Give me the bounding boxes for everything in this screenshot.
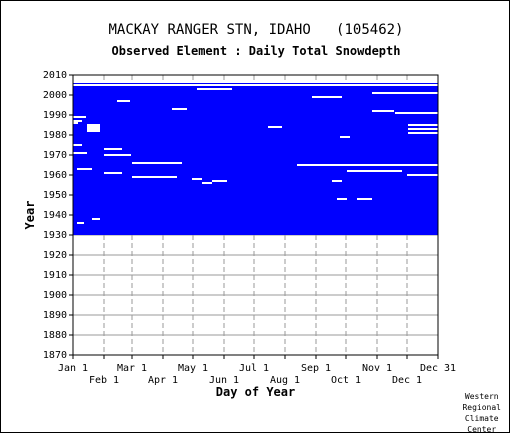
credit-line: Center [467, 425, 497, 433]
credit-line: Regional [462, 403, 501, 412]
missing-span [340, 136, 350, 138]
missing-span [202, 182, 212, 184]
y-tick-label: 1950 [43, 190, 67, 201]
missing-span [73, 144, 82, 146]
missing-span [73, 152, 87, 154]
x-tick-label: Mar 1 [117, 363, 147, 374]
x-tick-label: Jan 1 [58, 363, 88, 374]
missing-span [132, 162, 182, 164]
missing-span [357, 198, 372, 200]
data-block [73, 83, 438, 235]
missing-span [332, 180, 342, 182]
missing-span [73, 116, 86, 118]
x-tick-label: Feb 1 [89, 375, 119, 386]
y-tick-label: 1890 [43, 310, 67, 321]
y-tick-label: 1990 [43, 110, 67, 121]
missing-span [77, 222, 84, 224]
missing-span [172, 108, 187, 110]
missing-span [104, 154, 131, 156]
x-tick-label: Aug 1 [270, 375, 300, 386]
x-axis-title: Day of Year [216, 385, 295, 399]
missing-span [77, 168, 92, 170]
x-tick-label: Nov 1 [362, 363, 392, 374]
missing-span [408, 124, 438, 126]
missing-span [408, 132, 438, 134]
y-tick-label: 1930 [43, 230, 67, 241]
y-tick-label: 1960 [43, 170, 67, 181]
missing-span [132, 176, 177, 178]
missing-span [297, 164, 438, 166]
y-tick-label: 1880 [43, 330, 67, 341]
credit-block: Western Regional Climate Center [462, 391, 501, 433]
x-tick-label: Oct 1 [331, 375, 361, 386]
missing-span [395, 112, 438, 114]
missing-span [372, 92, 438, 94]
x-tick-label: Dec 31 [420, 363, 456, 374]
credit-line: Climate [464, 414, 499, 423]
missing-span [408, 128, 438, 130]
x-tick-label: Jul 1 [239, 363, 269, 374]
y-axis-title: Year [23, 201, 37, 230]
missing-span [73, 120, 82, 122]
missing-span [268, 126, 282, 128]
x-tick-label: Apr 1 [148, 375, 178, 386]
missing-span [92, 218, 100, 220]
missing-span [104, 172, 122, 174]
missing-span [87, 130, 100, 132]
missing-span [197, 88, 232, 90]
missing-span [87, 126, 100, 128]
missing-span [312, 96, 342, 98]
missing-span [117, 100, 130, 102]
missing-span [104, 148, 122, 150]
missing-span [372, 110, 394, 112]
x-tick-label: Jun 1 [209, 375, 239, 386]
y-tick-label: 1980 [43, 130, 67, 141]
missing-span [73, 84, 438, 86]
y-tick-label: 1970 [43, 150, 67, 161]
y-tick-label: 1940 [43, 210, 67, 221]
x-tick-label: Dec 1 [392, 375, 422, 386]
x-tick-label: May 1 [178, 363, 208, 374]
chart-title: MACKAY RANGER STN, IDAHO (105462) [108, 22, 404, 38]
x-tick-label: Sep 1 [301, 363, 331, 374]
chart-subtitle: Observed Element : Daily Total Snowdepth [111, 44, 401, 58]
missing-span [73, 122, 78, 124]
y-tick-label: 1910 [43, 270, 67, 281]
y-tick-label: 2000 [43, 90, 67, 101]
credit-line: Western [464, 392, 499, 401]
missing-span [407, 174, 438, 176]
y-tick-label: 2010 [43, 70, 67, 81]
missing-span [347, 170, 402, 172]
y-tick-label: 1900 [43, 290, 67, 301]
missing-span [192, 178, 202, 180]
missing-span [87, 124, 100, 126]
y-tick-label: 1920 [43, 250, 67, 261]
y-tick-label: 1870 [43, 350, 67, 361]
missing-span [87, 128, 100, 130]
missing-span [337, 198, 347, 200]
missing-span [212, 180, 227, 182]
